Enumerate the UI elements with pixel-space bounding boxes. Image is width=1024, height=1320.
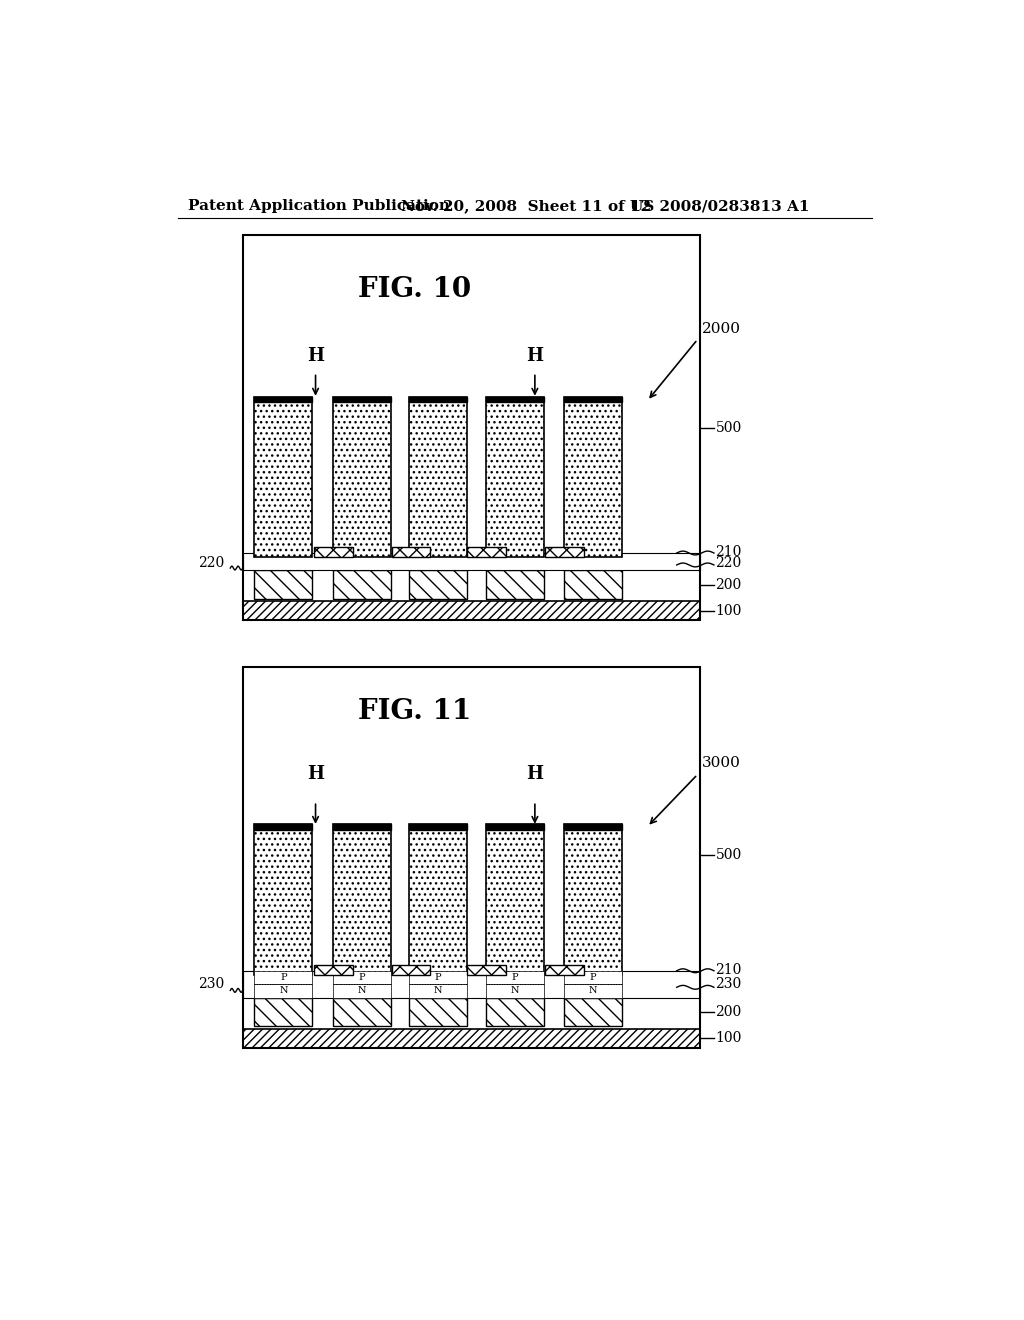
Bar <box>563 397 622 557</box>
Bar <box>254 998 312 1026</box>
Bar <box>333 825 391 974</box>
Text: P: P <box>434 973 441 982</box>
Bar <box>254 825 312 974</box>
Text: N: N <box>433 986 442 995</box>
Text: 2000: 2000 <box>701 322 740 337</box>
Text: 100: 100 <box>716 603 741 618</box>
Text: Patent Application Publication: Patent Application Publication <box>188 199 451 213</box>
Bar <box>409 397 467 557</box>
Text: H: H <box>526 347 544 366</box>
Bar <box>254 397 312 403</box>
Text: P: P <box>281 973 287 982</box>
Bar <box>254 985 312 998</box>
Bar <box>486 397 544 403</box>
Bar <box>314 548 352 557</box>
Text: 210: 210 <box>716 545 741 560</box>
Bar <box>409 985 467 998</box>
Text: H: H <box>307 347 324 366</box>
Text: N: N <box>589 986 597 995</box>
Text: US 2008/0283813 A1: US 2008/0283813 A1 <box>630 199 810 213</box>
Text: 100: 100 <box>716 1031 741 1045</box>
Text: Nov. 20, 2008  Sheet 11 of 12: Nov. 20, 2008 Sheet 11 of 12 <box>400 199 651 213</box>
Bar <box>243 970 700 998</box>
Bar <box>333 998 391 1026</box>
Text: H: H <box>526 766 544 783</box>
Bar <box>467 965 506 974</box>
Bar <box>243 553 700 570</box>
Bar <box>486 985 544 998</box>
Bar <box>563 825 622 830</box>
Text: N: N <box>511 986 519 995</box>
Bar <box>545 548 584 557</box>
Bar <box>409 825 467 830</box>
Bar <box>254 970 312 985</box>
Text: 210: 210 <box>716 964 741 977</box>
Bar <box>545 965 584 974</box>
Text: 200: 200 <box>716 578 741 591</box>
Bar <box>409 397 467 403</box>
Text: P: P <box>589 973 596 982</box>
Bar <box>409 970 467 985</box>
Bar <box>243 1028 700 1048</box>
Text: 500: 500 <box>716 421 741 434</box>
Text: 230: 230 <box>198 977 224 991</box>
Bar <box>486 397 544 557</box>
Text: 3000: 3000 <box>701 756 740 770</box>
Bar <box>333 397 391 557</box>
Bar <box>486 825 544 830</box>
Bar <box>314 965 352 974</box>
Bar <box>333 985 391 998</box>
Bar <box>409 570 467 599</box>
Text: FIG. 11: FIG. 11 <box>358 698 471 725</box>
Bar <box>333 970 391 985</box>
Text: H: H <box>307 766 324 783</box>
Bar <box>254 825 312 830</box>
Text: 200: 200 <box>716 1005 741 1019</box>
Bar <box>254 397 312 557</box>
Bar <box>486 570 544 599</box>
Bar <box>563 570 622 599</box>
Text: N: N <box>280 986 288 995</box>
Bar <box>563 397 622 403</box>
Bar <box>243 601 700 620</box>
Text: 230: 230 <box>716 977 741 991</box>
Text: P: P <box>358 973 365 982</box>
Bar <box>563 825 622 974</box>
Bar <box>391 965 430 974</box>
Bar <box>467 548 506 557</box>
Bar <box>409 998 467 1026</box>
Bar <box>333 570 391 599</box>
Bar <box>486 998 544 1026</box>
Text: 220: 220 <box>716 557 741 570</box>
Text: 220: 220 <box>198 557 224 570</box>
Bar <box>486 970 544 985</box>
Bar <box>563 998 622 1026</box>
Bar <box>243 569 700 570</box>
Text: N: N <box>357 986 366 995</box>
Bar <box>486 825 544 974</box>
Bar <box>333 397 391 403</box>
Bar <box>563 970 622 985</box>
Text: 500: 500 <box>716 849 741 862</box>
Bar <box>254 570 312 599</box>
Bar <box>333 825 391 830</box>
Text: FIG. 10: FIG. 10 <box>358 276 471 302</box>
Bar <box>391 548 430 557</box>
Bar <box>409 825 467 974</box>
Bar <box>243 667 700 1048</box>
Text: P: P <box>512 973 518 982</box>
Bar <box>563 985 622 998</box>
Bar <box>243 235 700 620</box>
